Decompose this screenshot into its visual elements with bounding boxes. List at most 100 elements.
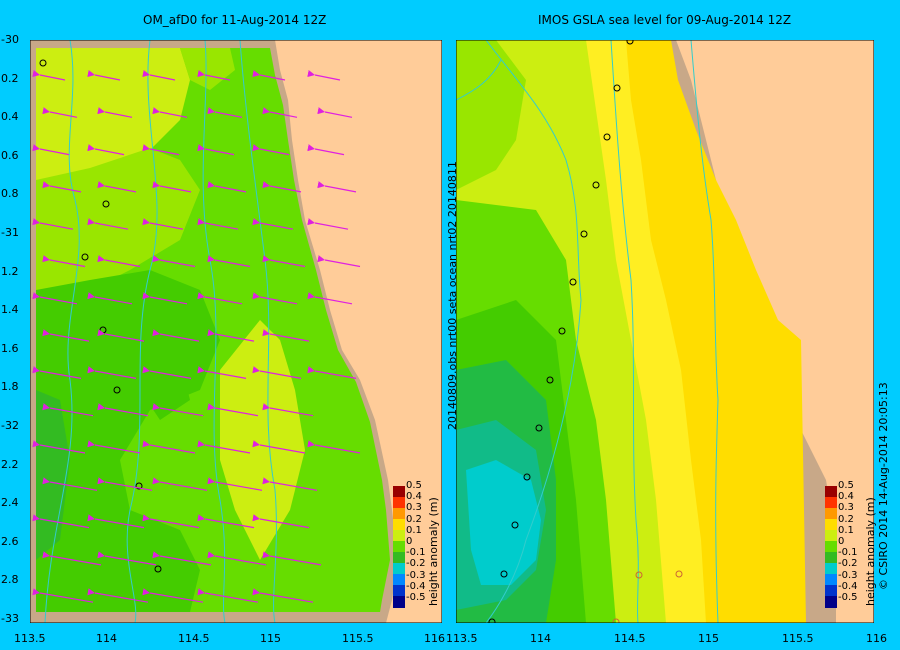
velocity-vector: [42, 255, 86, 268]
velocity-vector: [32, 366, 82, 379]
right-colorbar-tick: 0.1: [838, 524, 854, 536]
velocity-vector: [262, 255, 306, 268]
lon-tick-label-left: 113.5: [14, 632, 46, 645]
right-colorbar-tick: 0.5: [838, 480, 854, 491]
lon-tick-label-left: 115: [260, 632, 281, 645]
velocity-vector: [207, 255, 251, 268]
lat-tick-label: 0.6: [1, 148, 19, 162]
velocity-vector: [207, 181, 247, 193]
velocity-vector: [307, 218, 349, 230]
lat-tick-label: -30: [1, 33, 19, 46]
velocity-vector: [32, 70, 66, 81]
velocity-vector: [97, 403, 149, 417]
velocity-vector: [32, 292, 78, 305]
velocity-vector: [252, 70, 286, 81]
lat-tick-label: 1.8: [1, 380, 19, 394]
lat-tick-label: 2.2: [1, 457, 19, 471]
left-colorbar-tick: 0.2: [406, 513, 422, 525]
lat-tick-label: 1.4: [1, 303, 19, 317]
left-colorbar-tick: -0.4: [406, 580, 426, 592]
velocity-vector: [262, 477, 318, 491]
left-map: [30, 40, 442, 623]
left-colorbar-tick: 0.1: [406, 524, 422, 536]
velocity-vector: [317, 181, 357, 193]
velocity-vector: [197, 144, 235, 156]
right-colorbar-tick: -0.3: [838, 569, 858, 581]
velocity-vector: [262, 107, 298, 118]
velocity-vector: [87, 440, 141, 454]
left-colorbar-tick: 0.5: [406, 480, 422, 491]
velocity-vector: [97, 255, 141, 268]
velocity-vector: [32, 218, 74, 230]
left-colorbar: [393, 486, 405, 608]
lon-tick-label-left: 114: [96, 632, 117, 645]
velocity-vector: [307, 292, 353, 305]
velocity-vector: [317, 107, 353, 118]
lat-tick-label: -32: [1, 419, 19, 432]
lon-tick-label-right: 114.5: [614, 632, 646, 645]
velocity-vector: [207, 477, 263, 491]
lon-tick-label-right: 115.5: [782, 632, 814, 645]
velocity-vector: [32, 588, 94, 603]
velocity-vector: [87, 218, 129, 230]
right-colorbar-tick: -0.4: [838, 580, 858, 592]
velocity-vector: [152, 181, 192, 193]
velocity-vector: [307, 440, 361, 454]
velocity-vector: [317, 255, 361, 268]
left-colorbar-tick: 0: [406, 536, 413, 547]
credit-text: © CSIRO 2014 14-Aug-2014 20:05:13: [877, 382, 890, 590]
right-colorbar-tick: 0.4: [838, 491, 854, 503]
right-colorbar-tick: -0.5: [838, 592, 858, 603]
velocity-vector: [142, 144, 180, 156]
velocity-vector: [32, 144, 70, 156]
velocity-vector: [97, 181, 137, 193]
velocity-vector: [262, 181, 302, 193]
right-colorbar-tick: -0.2: [838, 558, 858, 570]
velocity-vector: [142, 588, 204, 603]
lat-tick-label: 2.8: [1, 573, 19, 587]
velocity-vector: [87, 366, 137, 379]
right-colorbar-tick: 0: [838, 536, 845, 547]
left-map-title: OM_afD0 for 11-Aug-2014 12Z: [143, 13, 327, 27]
velocity-vector: [87, 292, 133, 305]
left-colorbar-tick: -0.2: [406, 558, 426, 570]
velocity-vector: [197, 588, 259, 603]
velocity-vector: [42, 551, 102, 566]
velocity-vector: [152, 255, 196, 268]
velocity-vector: [252, 144, 290, 156]
velocity-vector: [307, 70, 341, 81]
velocity-vector: [197, 70, 231, 81]
velocity-vector: [87, 70, 121, 81]
velocity-vector: [152, 551, 212, 566]
right-map: [456, 40, 874, 623]
lon-tick-label-right: 116: [866, 632, 887, 645]
velocity-vector: [252, 292, 298, 305]
velocity-vector: [97, 551, 157, 566]
velocity-vector: [97, 107, 133, 118]
velocity-vector: [87, 588, 149, 603]
velocity-vector: [142, 292, 188, 305]
velocity-vector: [252, 588, 314, 603]
velocity-vector: [87, 514, 145, 529]
lon-tick-label-right: 115: [698, 632, 719, 645]
velocity-vector: [307, 366, 357, 379]
velocity-vector: [262, 551, 322, 566]
lat-tick-label: 2.4: [1, 496, 19, 510]
velocity-vector: [97, 329, 145, 342]
velocity-vector: [197, 292, 243, 305]
velocity-vector: [42, 329, 90, 342]
velocity-vector: [42, 477, 98, 491]
velocity-vector: [152, 403, 204, 417]
velocity-vector: [262, 329, 310, 342]
right-colorbar-tick: 0.2: [838, 513, 854, 525]
velocity-vector: [97, 477, 153, 491]
velocity-vector: [42, 107, 78, 118]
right-colorbar: [825, 486, 837, 608]
right-colorbar-tick: 0.3: [838, 502, 854, 514]
velocity-vector: [32, 440, 86, 454]
velocity-vector: [197, 440, 251, 454]
lon-tick-label-left: 116: [424, 632, 445, 645]
lat-tick-label: 0.4: [1, 110, 19, 124]
lat-tick-label: 1.2: [1, 264, 19, 278]
velocity-vector: [42, 403, 94, 417]
